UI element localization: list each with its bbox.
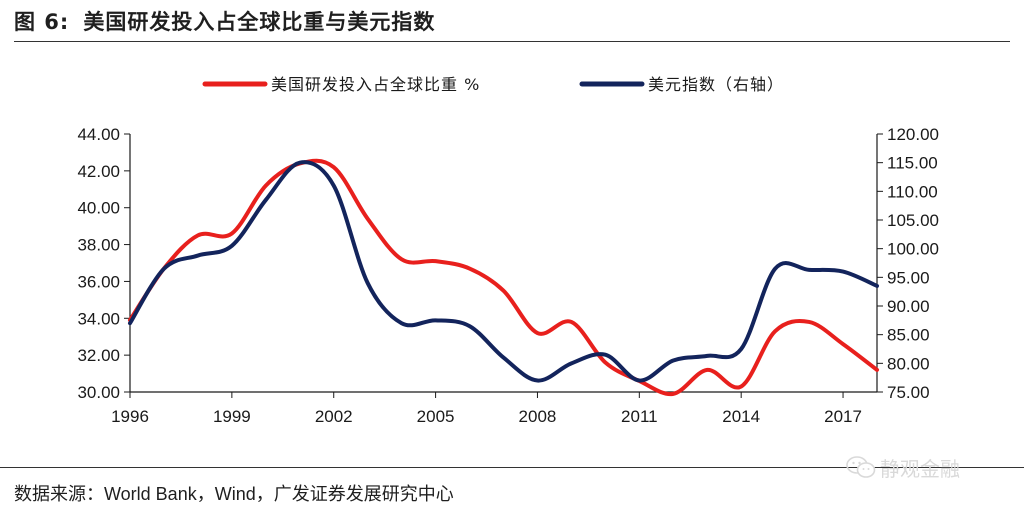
- left-tick-label: 34.00: [77, 309, 120, 328]
- legend-item-dollar-index: 美元指数（右轴）: [579, 75, 784, 94]
- watermark-text: 静观金融: [880, 456, 960, 481]
- source-text: 数据来源：World Bank，Wind，广发证券发展研究中心: [14, 484, 454, 504]
- source-divider: [0, 467, 1024, 468]
- x-tick-label: 2017: [824, 407, 862, 426]
- right-tick-label: 115.00: [887, 154, 938, 173]
- left-tick-label: 42.00: [77, 162, 120, 181]
- left-tick-label: 36.00: [77, 272, 120, 291]
- source-note: 数据来源：World Bank，Wind，广发证券发展研究中心: [14, 480, 454, 506]
- right-tick-label: 95.00: [887, 268, 930, 287]
- right-tick-label: 120.00: [887, 125, 939, 144]
- x-tick-label: 1999: [213, 407, 251, 426]
- left-tick-label: 32.00: [77, 346, 120, 365]
- series-line-rd-share: [128, 158, 879, 397]
- left-tick-label: 38.00: [77, 236, 120, 255]
- right-tick-label: 75.00: [887, 383, 930, 402]
- right-tick-label: 90.00: [887, 297, 930, 316]
- right-tick-label: 100.00: [887, 240, 939, 259]
- x-tick-label: 2011: [621, 407, 658, 426]
- wechat-icon: [846, 456, 876, 478]
- chart-title: 图 6: 美国研发投入占全球比重与美元指数: [14, 6, 435, 36]
- right-tick-label: 105.00: [887, 211, 939, 230]
- x-tick-label: 2008: [519, 407, 557, 426]
- x-tick-label: 2005: [417, 407, 455, 426]
- legend-label: 美国研发投入占全球比重 %: [271, 75, 480, 94]
- x-tick-label: 2002: [315, 407, 353, 426]
- line-chart: 美国研发投入占全球比重 % 美元指数（右轴） 30.00 32.00 34.00 36.…: [77, 75, 939, 426]
- left-tick-label: 40.00: [77, 199, 120, 218]
- legend-label: 美元指数（右轴）: [648, 75, 784, 94]
- x-tick-label: 2014: [722, 407, 760, 426]
- figure-title: 美国研发投入占全球比重与美元指数: [83, 10, 436, 34]
- right-tick-label: 85.00: [887, 326, 930, 345]
- legend-item-rd-share: 美国研发投入占全球比重 %: [202, 75, 480, 94]
- title-divider: [14, 41, 1010, 42]
- watermark: 静观金融: [846, 452, 960, 482]
- series-layer: [128, 158, 879, 397]
- x-tick-label: 1996: [111, 407, 149, 426]
- series-line-dollar-index: [128, 160, 879, 383]
- axes: 30.00 32.00 34.00 36.00 38.00 40.00 42.00 44.00…: [77, 125, 939, 426]
- left-tick-label: 30.00: [77, 383, 120, 402]
- legend: 美国研发投入占全球比重 % 美元指数（右轴）: [202, 75, 784, 94]
- right-tick-label: 110.00: [887, 182, 938, 201]
- figure-number: 图 6:: [14, 10, 70, 34]
- left-tick-label: 44.00: [77, 125, 120, 144]
- right-tick-label: 80.00: [887, 354, 930, 373]
